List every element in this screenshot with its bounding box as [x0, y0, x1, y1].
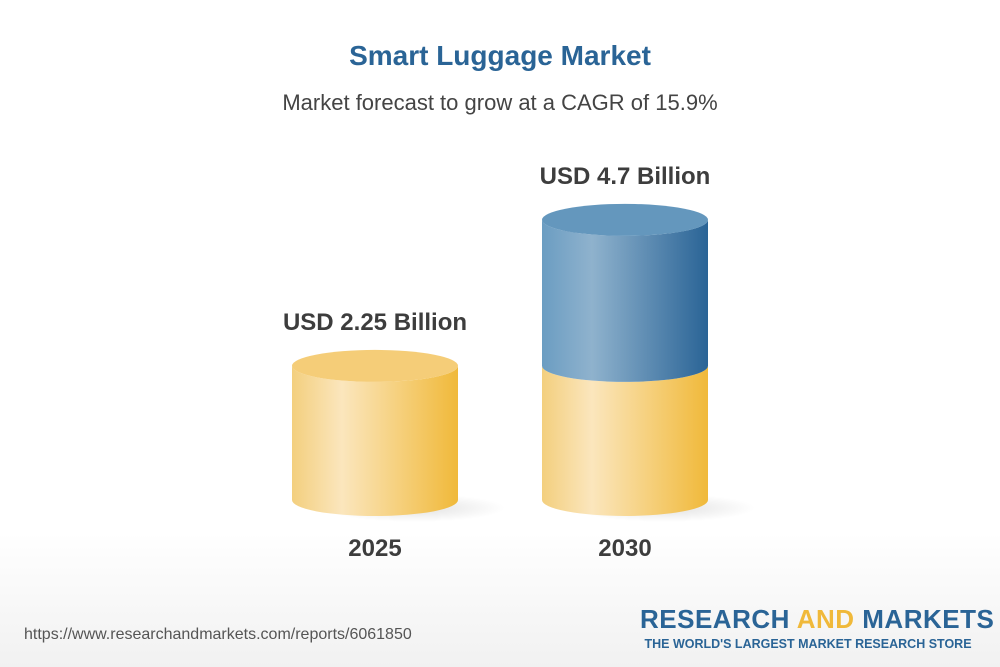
cylinder-chart: USD 2.25 Billion 2025 USD 4.7 Billion 2030: [283, 163, 755, 562]
chart-subtitle: Market forecast to grow at a CAGR of 15.…: [282, 90, 718, 115]
category-label: 2025: [348, 535, 401, 562]
chart-title: Smart Luggage Market: [349, 40, 651, 71]
source-url[interactable]: https://www.researchandmarkets.com/repor…: [24, 626, 412, 643]
bar-2025: [292, 365, 458, 516]
bar-top-2030: [542, 203, 708, 236]
data-label: USD 2.25 Billion: [283, 309, 467, 336]
bar-base-segment-2030: [542, 365, 708, 516]
bar-top-2025: [292, 349, 458, 382]
bar-growth-segment-2030: [542, 219, 708, 382]
data-label: USD 4.7 Billion: [540, 163, 711, 190]
category-label: 2030: [598, 535, 651, 562]
research-and-markets-logo: RESEARCH AND MARKETS THE WORLD'S LARGEST…: [640, 604, 995, 651]
